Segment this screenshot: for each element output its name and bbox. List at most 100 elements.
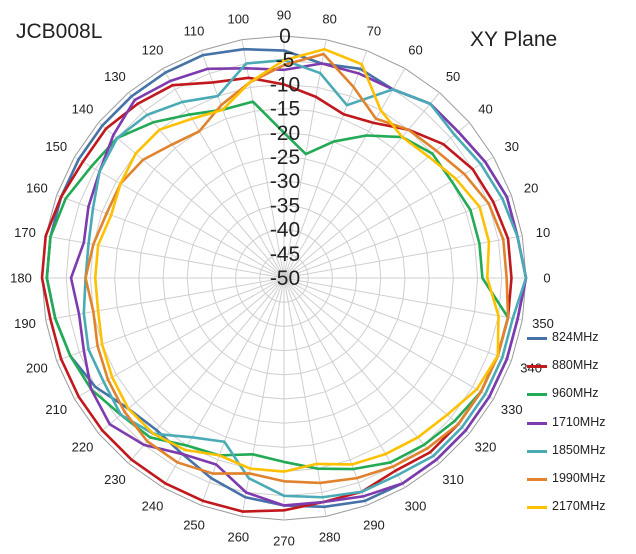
legend-item: 880MHz <box>527 355 632 383</box>
grid-spoke <box>74 156 285 279</box>
grid-spoke <box>283 277 406 488</box>
grid-spoke <box>283 277 512 362</box>
radial-tick-label: -10 <box>270 73 300 96</box>
angular-tick-label: 320 <box>475 440 497 455</box>
chart-title-left: JCB008L <box>16 20 103 43</box>
series-line-960mhz <box>45 100 510 471</box>
series-line-1990mhz <box>84 52 510 485</box>
series-line-880mhz <box>40 76 513 513</box>
angular-tick-label: 300 <box>405 498 427 513</box>
angular-tick-label: 10 <box>536 225 550 240</box>
legend-label: 960MHz <box>552 386 599 401</box>
angular-tick-label: 80 <box>322 12 336 27</box>
radial-tick-labels: 0-5-10-15-20-25-30-35-40-45-50 <box>270 25 300 290</box>
grid-spoke <box>283 122 470 279</box>
angular-tick-label: 100 <box>227 12 249 27</box>
angular-tick-label: 120 <box>142 43 164 58</box>
series-lines <box>40 47 528 513</box>
grid-spoke <box>56 277 285 362</box>
grid-spoke <box>98 277 285 434</box>
legend-label: 824MHz <box>552 330 599 344</box>
legend-item: 2170MHz <box>527 496 632 524</box>
angular-tick-label: 220 <box>72 440 94 455</box>
angular-tick-label: 350 <box>532 316 554 331</box>
grid-spoke <box>241 39 285 279</box>
grid-spoke <box>74 277 285 400</box>
radial-tick-label: -15 <box>270 98 300 121</box>
grid-spoke <box>45 277 285 321</box>
angular-tick-label: 330 <box>501 402 523 417</box>
radial-tick-label: -40 <box>270 219 300 242</box>
legend-swatch <box>527 449 547 453</box>
legend-label: 2170MHz <box>552 499 606 514</box>
grid-spoke <box>283 39 327 279</box>
grid-spoke <box>283 277 523 321</box>
legend-swatch <box>527 506 547 510</box>
angular-tick-label: 90 <box>277 8 291 23</box>
grid-spoke <box>162 277 285 488</box>
angular-tick-label: 190 <box>14 316 36 331</box>
grid-spoke <box>283 277 494 400</box>
angular-tick-label: 70 <box>367 23 381 38</box>
radial-tick-label: -50 <box>270 267 300 290</box>
angular-tick-label: 130 <box>104 69 126 84</box>
angular-tick-label: 290 <box>363 518 385 533</box>
radial-tick-label: -20 <box>270 122 300 145</box>
grid-spoke <box>200 277 285 506</box>
grid-spoke <box>128 277 285 464</box>
legend-item: 1850MHz <box>527 440 632 468</box>
legend-label: 1850MHz <box>552 442 606 457</box>
legend-swatch <box>527 477 547 481</box>
angular-tick-label: 160 <box>26 181 48 196</box>
legend-swatch <box>527 421 547 425</box>
angular-tick-label: 250 <box>183 518 205 533</box>
angular-tick-label: 60 <box>408 43 422 58</box>
grid-spoke <box>283 194 512 279</box>
angular-tick-label: 0 <box>543 271 550 286</box>
angular-tick-label: 280 <box>319 530 341 545</box>
legend-item: 1990MHz <box>527 468 632 496</box>
legend-item: 824MHz <box>527 327 632 355</box>
legend-label: 1990MHz <box>552 470 606 485</box>
radial-tick-label: 0 <box>279 25 291 48</box>
chart-title-right: XY Plane <box>470 28 558 51</box>
angular-tick-label: 40 <box>478 101 492 116</box>
grid-spoke <box>128 92 285 279</box>
angular-tick-label: 110 <box>184 23 205 38</box>
legend-item: 1710MHz <box>527 412 632 440</box>
angular-tick-label: 140 <box>72 101 94 116</box>
angular-tick-label: 260 <box>227 530 249 545</box>
angular-tick-label: 180 <box>10 271 32 286</box>
grid-spoke <box>56 194 285 279</box>
grid-spoke <box>200 50 285 279</box>
angular-tick-label: 30 <box>505 139 519 154</box>
angular-tick-label: 20 <box>524 181 538 196</box>
series-line-2170mhz <box>93 47 500 473</box>
radial-tick-label: -30 <box>270 170 300 193</box>
grid-spoke <box>283 277 327 517</box>
angular-tick-labels: 0 10 20 30 40 50 60 70 80 90 100 110 120 130 140 150 160… <box>10 8 554 549</box>
radial-tick-label: -35 <box>270 194 300 217</box>
angular-tick-label: 150 <box>45 139 67 154</box>
radial-tick-label: -5 <box>276 49 295 72</box>
legend: 824MHz 880MHz 960MHz 1710MHz 1850MHz 1990MHz 2… <box>527 327 632 524</box>
legend-swatch <box>527 393 547 397</box>
grid-spoke <box>283 50 368 279</box>
radial-tick-label: -25 <box>270 146 300 169</box>
grid-spoke <box>283 277 470 434</box>
grid-spoke <box>283 277 440 464</box>
angular-tick-label: 200 <box>26 360 48 375</box>
grid-spoke <box>45 235 285 279</box>
grid-spoke <box>162 68 285 279</box>
angular-tick-label: 210 <box>45 402 67 417</box>
legend-label: 880MHz <box>552 358 599 373</box>
angular-tick-label: 230 <box>104 472 126 487</box>
legend-swatch <box>527 365 547 369</box>
grid-spoke <box>283 235 523 279</box>
grid-spoke <box>283 156 494 279</box>
grid-spoke <box>283 277 368 506</box>
radial-tick-label: -45 <box>270 243 300 266</box>
angular-tick-label: 240 <box>142 498 164 513</box>
legend-swatch <box>527 337 547 340</box>
